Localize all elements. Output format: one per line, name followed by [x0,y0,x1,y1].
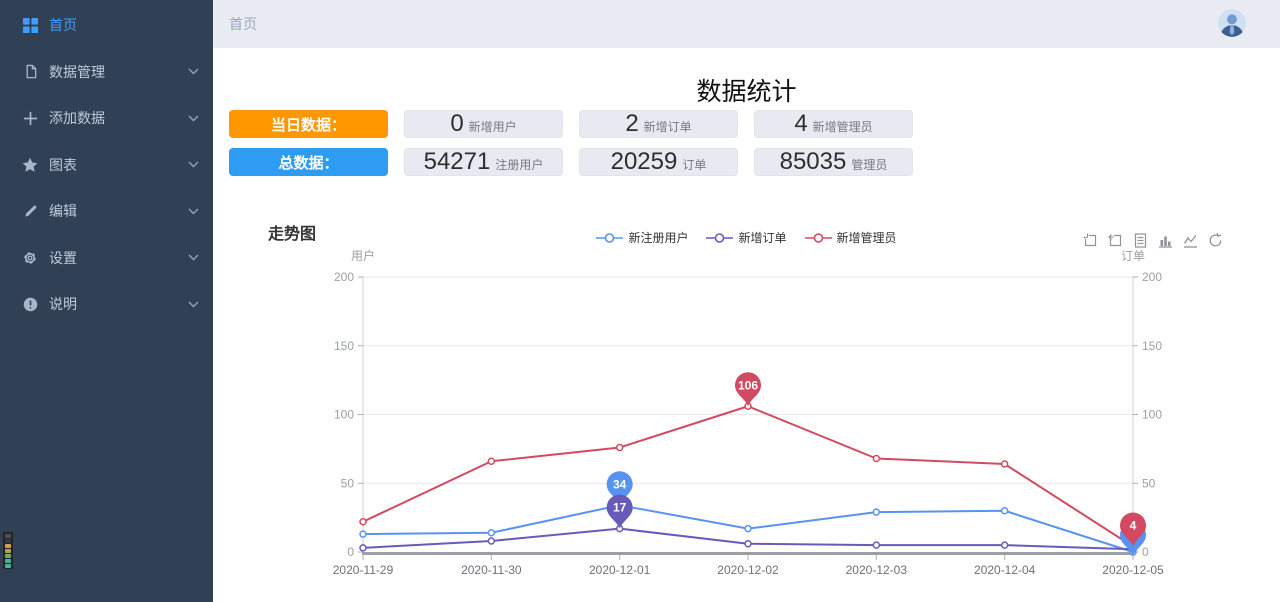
sidebar-item-home[interactable]: 首页 [0,2,213,49]
edge-color-strip-widget [2,531,14,570]
svg-text:2020-11-30: 2020-11-30 [461,563,522,577]
legend-line-marker-icon [596,232,624,243]
chart-legend: 新注册用户 新增订单 新增管理员 [213,229,1280,246]
svg-text:2020-12-01: 2020-12-01 [589,563,651,577]
total-data-button[interactable]: 总数据： [229,148,388,176]
legend-label: 新增订单 [738,231,787,245]
legend-label: 新注册用户 [628,231,689,245]
today-new-users-stat: 0 新增用户 [404,110,563,138]
svg-text:150: 150 [334,339,354,353]
chart-title: 走势图 [268,226,317,243]
chevron-down-icon [188,161,199,168]
svg-text:200: 200 [334,270,354,284]
sidebar-item-data-management[interactable]: 数据管理 [0,49,213,96]
sidebar-item-add-data[interactable]: 添加数据 [0,95,213,142]
chart-toolbox [1082,232,1224,249]
svg-text:2020-12-04: 2020-12-04 [974,563,1036,577]
svg-text:34: 34 [613,477,627,491]
svg-text:0: 0 [1142,545,1149,559]
svg-text:150: 150 [1142,339,1162,353]
sidebar-item-label: 说明 [49,296,77,313]
stat-unit: 订单 [682,158,707,172]
stat-unit: 新增订单 [643,120,692,134]
bar-chart-icon[interactable] [1157,232,1174,249]
stat-value: 54271 [423,148,491,175]
legend-item-new-orders[interactable]: 新增订单 [706,229,787,246]
svg-text:4: 4 [1130,519,1137,533]
svg-text:200: 200 [1142,270,1162,284]
svg-text:50: 50 [341,476,355,490]
today-stats-row: 当日数据： 0 新增用户 2 新增订单 4 新增管理员 [229,110,913,138]
avatar[interactable] [1218,9,1246,37]
svg-text:106: 106 [738,378,758,392]
svg-text:2020-12-03: 2020-12-03 [846,563,908,577]
sidebar-item-help[interactable]: 说明 [0,281,213,328]
svg-text:订单: 订单 [1121,249,1145,263]
total-users-stat: 54271 注册用户 [404,148,563,176]
sidebar-item-charts[interactable]: 图表 [0,142,213,189]
legend-label: 新增管理员 [836,231,897,245]
info-icon [22,296,38,312]
stat-value: 2 [625,110,639,137]
sidebar-menu: 首页 数据管理 添加数据 图表 编辑 [0,0,213,328]
document-icon [22,64,38,80]
svg-text:100: 100 [334,408,354,422]
stat-unit: 管理员 [851,158,888,172]
legend-line-marker-icon [706,232,734,243]
chevron-down-icon [188,301,199,308]
legend-item-new-admins[interactable]: 新增管理员 [804,229,897,246]
legend-line-marker-icon [804,232,832,243]
total-admins-stat: 85035 管理员 [754,148,913,176]
stat-value: 0 [450,110,464,137]
svg-text:17: 17 [613,501,627,515]
gear-icon [22,250,38,266]
sidebar-item-label: 首页 [49,17,77,34]
zoom-reset-icon[interactable] [1107,232,1124,249]
plus-icon [22,110,38,126]
total-orders-stat: 20259 订单 [579,148,738,176]
legend-item-new-users[interactable]: 新注册用户 [596,229,688,246]
sidebar-item-label: 添加数据 [49,110,105,127]
sidebar-item-label: 数据管理 [49,63,105,80]
today-data-button[interactable]: 当日数据： [229,110,388,138]
svg-text:2020-12-05: 2020-12-05 [1102,563,1164,577]
zoom-select-icon[interactable] [1082,232,1099,249]
breadcrumb[interactable]: 首页 [229,16,257,32]
star-icon [22,157,38,173]
total-stats-row: 总数据： 54271 注册用户 20259 订单 85035 管理员 [229,148,913,176]
today-new-admins-stat: 4 新增管理员 [754,110,913,138]
stat-value: 20259 [610,148,678,175]
page-title: 数据统计 [696,78,797,106]
chevron-down-icon [188,254,199,261]
stat-unit: 新增用户 [468,120,517,134]
svg-text:100: 100 [1142,408,1162,422]
line-chart-icon[interactable] [1182,232,1199,249]
grid-icon [22,17,38,33]
pencil-icon [22,203,38,219]
chevron-down-icon [188,115,199,122]
topbar: 首页 [213,0,1280,48]
stat-unit: 新增管理员 [812,120,873,134]
svg-text:0: 0 [347,545,354,559]
stat-unit: 注册用户 [495,158,544,172]
sidebar-item-label: 图表 [49,156,77,173]
trend-line-chart: 0 0 50 50 100 100 150 150 200 200 用户 订单 2020-11-29 20… [333,248,1164,577]
stat-value: 85035 [779,148,847,175]
today-new-orders-stat: 2 新增订单 [579,110,738,138]
restore-icon[interactable] [1207,232,1224,249]
svg-text:2020-11-29: 2020-11-29 [333,563,394,577]
main-content: 数据统计 当日数据： 0 新增用户 2 新增订单 4 新增管理员 总数据： 54… [213,48,1280,602]
sidebar-item-settings[interactable]: 设置 [0,235,213,282]
chevron-down-icon [188,68,199,75]
chevron-down-icon [188,208,199,215]
svg-text:2020-12-02: 2020-12-02 [717,563,779,577]
sidebar-item-edit[interactable]: 编辑 [0,188,213,235]
stat-value: 4 [794,110,808,137]
sidebar-item-label: 编辑 [49,203,77,220]
sidebar: 首页 数据管理 添加数据 图表 编辑 [0,0,213,602]
svg-text:50: 50 [1142,476,1156,490]
data-view-icon[interactable] [1132,232,1149,249]
sidebar-item-label: 设置 [49,249,77,266]
svg-text:用户: 用户 [351,248,375,263]
